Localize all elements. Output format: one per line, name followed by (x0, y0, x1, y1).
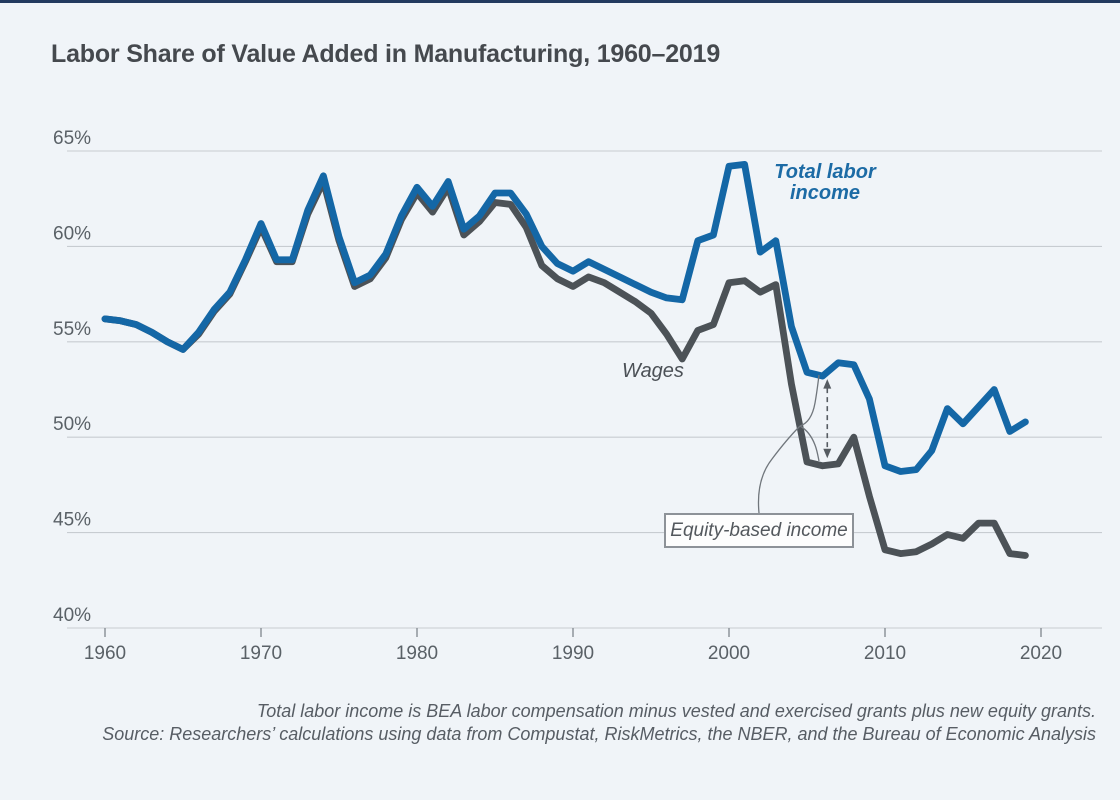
chart-title: Labor Share of Value Added in Manufactur… (51, 40, 721, 68)
total-labor-income-label-line1: Total labor (774, 161, 876, 183)
y-axis-label: 50% (53, 414, 91, 435)
x-axis-label: 1990 (552, 643, 594, 664)
equity-callout-curve (799, 425, 820, 462)
footnote-source: Source: Researchers’ calculations using … (102, 724, 1096, 744)
total-labor-income-label: Total labor income (752, 162, 898, 204)
y-axis-label: 55% (53, 319, 91, 340)
equity-callout-curve (757, 425, 801, 514)
x-axis-label: 1960 (84, 643, 126, 664)
x-axis-label: 2010 (864, 643, 906, 664)
x-axis-label: 2020 (1020, 643, 1062, 664)
gap-arrow-head-down (823, 448, 832, 459)
y-axis-label: 60% (53, 223, 91, 244)
footnote-definition: Total labor income is BEA labor compensa… (256, 701, 1096, 721)
y-axis-label: 65% (53, 128, 91, 149)
wages-label: Wages (622, 360, 684, 382)
gap-arrow-head-up (823, 379, 832, 389)
y-axis-label: 45% (53, 510, 91, 531)
wages-line (101, 178, 1029, 559)
total-labor-income-line (101, 160, 1029, 475)
equity-based-income-label: Equity-based income (670, 519, 848, 541)
x-axis-label: 2000 (708, 643, 750, 664)
total-labor-income-label-line2: income (789, 182, 861, 204)
y-axis-label: 40% (53, 605, 91, 626)
top-accent-bar (0, 0, 1120, 3)
equity-based-income-label-box: Equity-based income (664, 513, 854, 548)
x-axis-label: 1980 (396, 643, 438, 664)
equity-callout-curve (799, 374, 820, 427)
footnote: Total labor income is BEA labor compensa… (40, 700, 1096, 746)
x-axis-label: 1970 (240, 643, 282, 664)
